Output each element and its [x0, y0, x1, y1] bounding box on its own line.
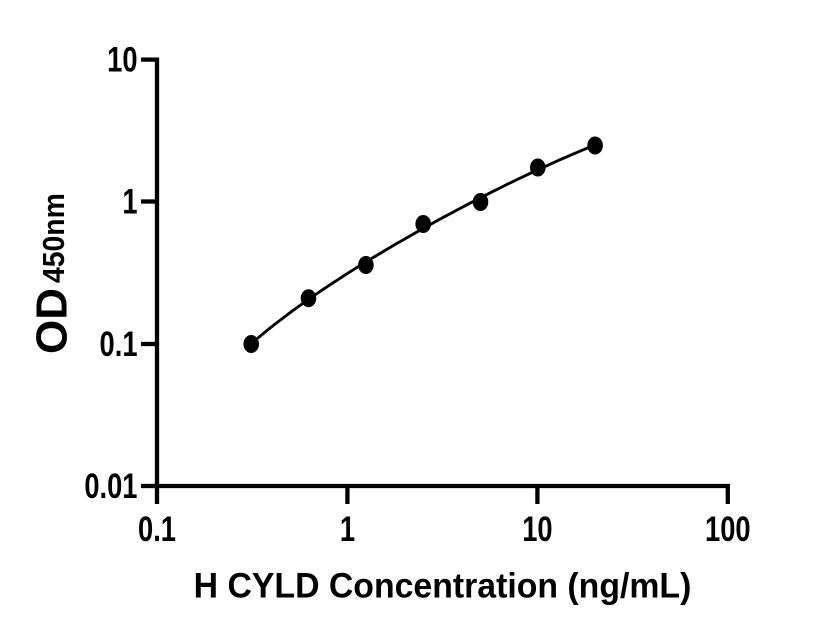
- svg-text:0.01: 0.01: [84, 467, 137, 506]
- svg-text:10: 10: [522, 510, 552, 549]
- svg-text:0.1: 0.1: [138, 510, 176, 549]
- svg-text:100: 100: [705, 510, 751, 549]
- svg-text:OD: OD: [28, 288, 77, 354]
- svg-text:10: 10: [107, 40, 137, 79]
- svg-text:1: 1: [340, 510, 355, 549]
- svg-text:0.1: 0.1: [100, 325, 138, 364]
- svg-text:H CYLD Concentration (ng/mL): H CYLD Concentration (ng/mL): [194, 567, 692, 606]
- svg-text:1: 1: [122, 182, 137, 221]
- svg-text:450nm: 450nm: [37, 193, 71, 283]
